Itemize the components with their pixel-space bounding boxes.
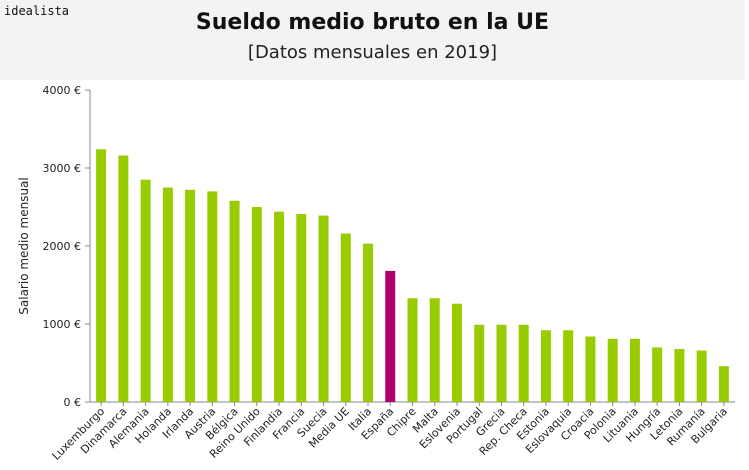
bar bbox=[274, 211, 285, 402]
y-tick-label: 2000 € bbox=[43, 240, 82, 253]
bar bbox=[563, 330, 574, 402]
bar bbox=[696, 350, 707, 402]
brand-logo-text: idealista bbox=[4, 4, 70, 18]
bar bbox=[96, 149, 107, 402]
bar bbox=[229, 200, 240, 402]
bar bbox=[674, 348, 685, 402]
bar bbox=[118, 155, 129, 402]
chart-title: Sueldo medio bruto en la UE bbox=[195, 10, 550, 35]
y-tick-label: 1000 € bbox=[43, 318, 82, 331]
bar bbox=[340, 233, 351, 402]
y-axis-title: Salario medio mensual bbox=[17, 177, 31, 314]
bar bbox=[429, 298, 440, 402]
bar bbox=[629, 338, 640, 402]
y-tick-label: 0 € bbox=[64, 396, 82, 409]
bar bbox=[185, 189, 196, 402]
bar bbox=[363, 243, 374, 402]
bar bbox=[718, 366, 729, 402]
chart-header: idealista Sueldo medio bruto en la UE [D… bbox=[0, 0, 745, 80]
bar bbox=[518, 324, 529, 402]
y-tick-label: 3000 € bbox=[43, 162, 82, 175]
bar bbox=[496, 324, 507, 402]
bar bbox=[474, 324, 485, 402]
chart-subtitle: [Datos mensuales en 2019] bbox=[247, 42, 498, 63]
bar bbox=[296, 214, 307, 402]
bar bbox=[207, 191, 218, 402]
bar bbox=[652, 347, 663, 402]
bar bbox=[385, 270, 396, 402]
bar bbox=[318, 215, 329, 402]
y-tick-label: 4000 € bbox=[43, 84, 82, 97]
bar bbox=[140, 179, 151, 402]
bar bbox=[407, 298, 418, 402]
bar bbox=[585, 336, 596, 402]
bar bbox=[451, 303, 462, 402]
bar bbox=[540, 330, 551, 402]
bar bbox=[251, 207, 262, 402]
bar bbox=[607, 338, 618, 402]
bar bbox=[162, 187, 173, 402]
